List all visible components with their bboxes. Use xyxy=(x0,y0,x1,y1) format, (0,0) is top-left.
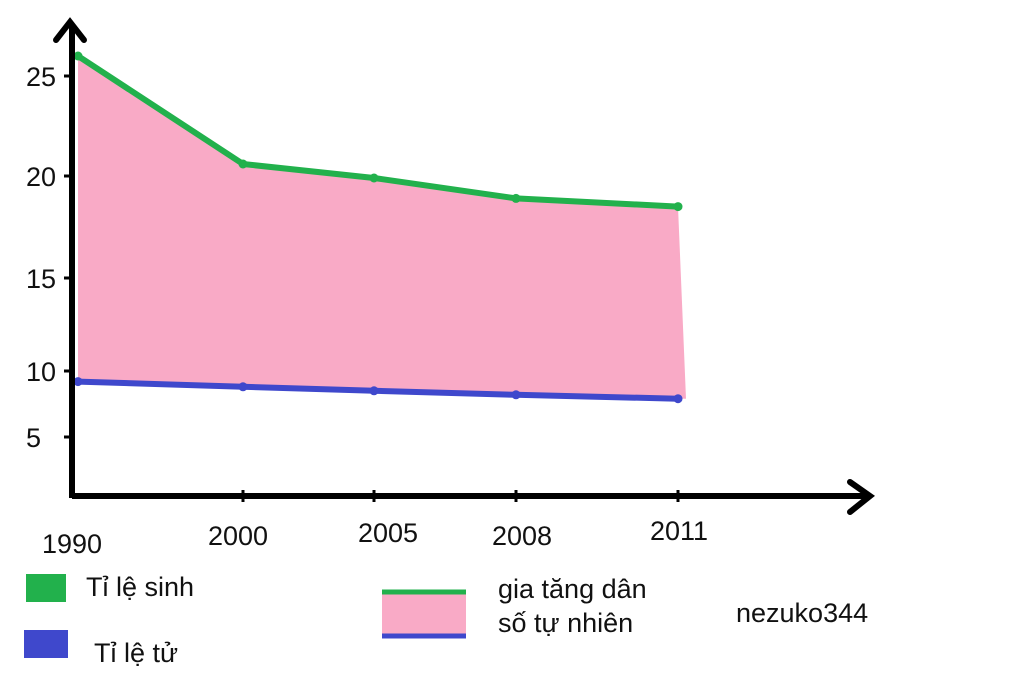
birth-rate-point-2008 xyxy=(511,193,521,203)
death-rate-point-2005 xyxy=(369,386,379,396)
x-tick-label: 2000 xyxy=(208,521,268,551)
birth-rate-point-2005 xyxy=(369,173,379,183)
natural-increase-area-layer xyxy=(78,56,686,399)
x-tick-label: 2011 xyxy=(650,516,708,546)
watermark: nezuko344 xyxy=(736,598,868,628)
x-tick-label: 2008 xyxy=(492,521,552,551)
y-axis-arrow-icon xyxy=(53,17,87,43)
natural-increase-area xyxy=(78,56,686,399)
y-tick-label: 10 xyxy=(26,357,56,387)
x-tick-label: 2005 xyxy=(358,518,418,548)
y-tick-label: 15 xyxy=(26,264,56,294)
legend-label-natural-increase-line1: gia tăng dân xyxy=(498,574,647,604)
y-tick-marks xyxy=(64,74,72,439)
birth-rate-point-2000 xyxy=(238,159,248,169)
y-tick-label: 20 xyxy=(26,162,56,192)
y-tick-label: 5 xyxy=(26,423,41,453)
legend-swatch-birth-rate xyxy=(26,574,66,602)
legend-swatch-natural-increase xyxy=(382,592,466,636)
x-axis-arrow-icon xyxy=(847,479,876,515)
death-rate-point-2000 xyxy=(238,382,248,392)
legend-swatch-death-rate xyxy=(24,630,68,658)
x-tick-marks xyxy=(241,490,680,502)
y-tick-label: 25 xyxy=(26,62,56,92)
legend-label-death-rate: Tỉ lệ tử xyxy=(94,638,178,668)
legend-label-natural-increase-line2: số tự nhiên xyxy=(498,608,633,638)
death-rate-point-1990 xyxy=(73,377,83,387)
legend-label-birth-rate: Tỉ lệ sinh xyxy=(86,572,194,602)
death-rate-point-2008 xyxy=(511,390,521,400)
birth-rate-point-1990 xyxy=(73,51,83,61)
death-rate-point-2011 xyxy=(673,394,683,404)
x-tick-label: 1990 xyxy=(42,529,102,559)
series-lines-layer xyxy=(73,51,683,404)
birth-rate-point-2011 xyxy=(673,202,683,212)
